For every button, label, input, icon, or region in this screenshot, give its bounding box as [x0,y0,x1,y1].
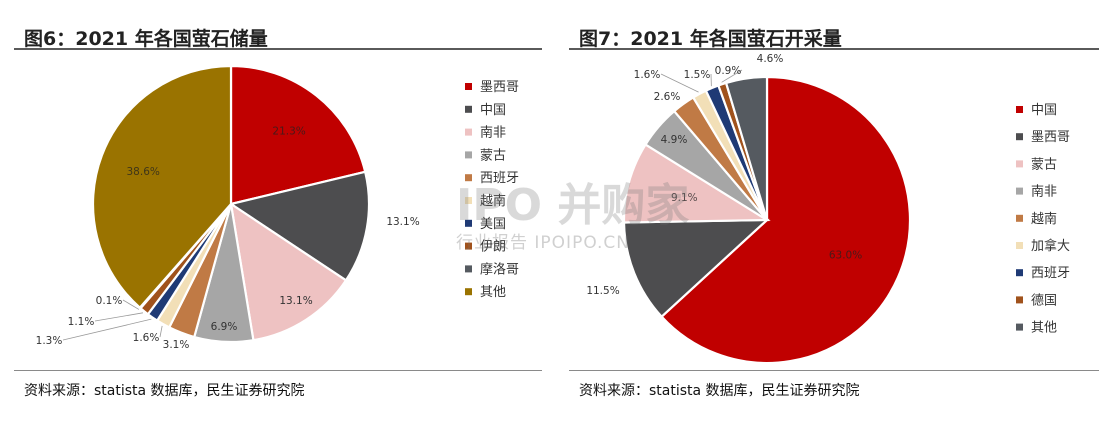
source-divider [569,370,1099,371]
pie-slices [91,64,371,344]
legend-label: 墨西哥 [1031,130,1070,145]
data-label: 1.6% [634,69,661,81]
pie-slice [91,64,233,310]
legend-label: 墨西哥 [480,80,519,95]
pie-slice [660,75,912,365]
legend-label: 南非 [480,125,506,141]
data-label: 38.6% [127,166,160,178]
leader-line [159,325,163,338]
legend-label: 越南 [1031,211,1057,227]
legend-label: 西班牙 [1031,266,1070,281]
data-labels: 63.0% 11.5% 9.1% 4.9% 2.6% 1.6% 1.5% 0.9% 4.6% [586,53,862,297]
legend-swatch [465,288,472,296]
legend-swatch [1016,323,1023,331]
chart-panel-production: 图7：2021 年各国萤石开采量 63.0% 11.5% 9.1% 4.9% 2.6% 1… [555,0,1107,421]
legend-swatch [465,197,472,204]
pie-slice [229,64,367,206]
legend-swatch [465,174,472,182]
pie-slice [229,201,348,342]
data-label: 0.1% [96,295,123,307]
pie-slice [622,142,771,224]
legend-swatch [465,265,472,273]
legend-swatch [1016,269,1023,277]
source-note: 资料来源：statista 数据库，民生证券研究院 [579,383,860,399]
legend-label: 德国 [1031,293,1057,308]
data-label: 9.1% [671,192,698,204]
pie-slice [228,170,371,282]
pie-chart-reserves: 21.3% 13.1% 13.1% 6.9% 3.1%1.6% 1.3% 1.1%0.1% 3… [36,64,519,351]
pie-slice [724,75,769,221]
legend-swatch [1016,160,1023,168]
data-label: 21.3% [272,125,305,137]
data-label: 0.9% [715,65,742,77]
data-labels: 21.3% 13.1% 13.1% 6.9% 3.1%1.6% 1.3% 1.1%0.1% 3… [36,125,420,351]
legend-label: 其他 [1031,321,1057,336]
legend-swatch [465,151,472,159]
legend-swatch [465,105,472,113]
data-label: 63.0% [829,250,862,262]
data-label: 13.1% [386,216,419,228]
legend-label: 其他 [480,285,506,300]
chart-title: 图7：2021 年各国萤石开采量 [579,28,842,50]
data-label: 1.6% [133,332,160,344]
data-label: 1.1% [68,316,95,328]
data-label: 6.9% [211,321,238,333]
pie-chart-production: 63.0% 11.5% 9.1% 4.9% 2.6% 1.6% 1.5% 0.9% 4.6% 中国… [586,53,1070,365]
leader-line [660,73,699,93]
legend-label: 伊朗 [480,240,506,255]
legend-label: 美国 [480,217,506,232]
data-label: 3.1% [163,339,190,351]
legend-swatch [465,83,472,90]
legend-swatch [1016,106,1023,113]
legend-swatch [1016,133,1023,141]
data-label: 13.1% [279,295,312,307]
legend-label: 蒙古 [1031,157,1057,172]
title-divider [569,48,1099,50]
legend-swatch [1016,296,1023,304]
data-label: 4.9% [661,134,688,146]
pie-slice [622,218,770,319]
legend-swatch [465,219,472,227]
legend-label: 越南 [480,193,506,209]
data-label: 11.5% [586,285,619,297]
data-label: 1.5% [684,69,711,81]
leader-line [62,318,152,341]
legend-swatch [1016,214,1023,222]
legend-label: 南非 [1031,184,1057,200]
data-label: 4.6% [757,53,784,65]
leader-line [122,299,140,310]
legend-swatch [465,242,472,250]
legend-label: 中国 [480,103,506,118]
leader-line [721,69,743,83]
source-divider [14,370,542,371]
legend-label: 中国 [1031,103,1057,118]
legend-swatch [465,128,472,136]
pie-slices [622,75,912,365]
chart-panel-reserves: 图6：2021 年各国萤石储量 21.3% 13.1% 13.1% 6.9% 3.1% 1… [0,0,552,421]
title-divider [14,48,542,50]
chart-title: 图6：2021 年各国萤石储量 [24,28,268,50]
legend-swatch [1016,242,1023,249]
legend-label: 蒙古 [480,148,506,163]
legend-label: 西班牙 [480,171,519,186]
data-label: 1.3% [36,335,63,347]
legend-swatch [1016,187,1023,195]
legend-label: 加拿大 [1031,238,1070,254]
legend-label: 摩洛哥 [480,261,519,277]
data-label: 2.6% [654,91,681,103]
leader-line [94,312,143,322]
source-note: 资料来源：statista 数据库，民生证券研究院 [24,383,305,399]
